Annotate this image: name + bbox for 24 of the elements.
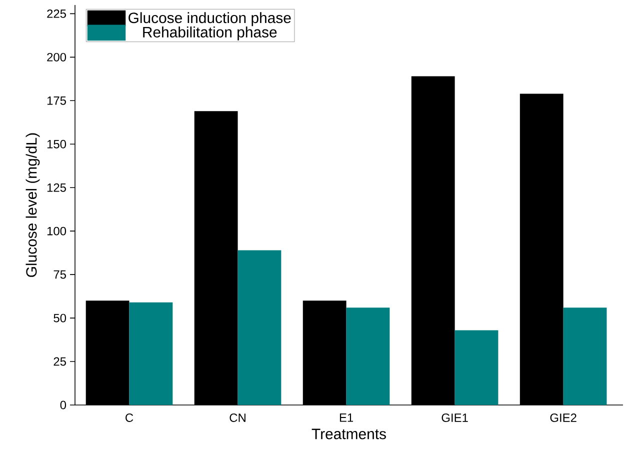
x-axis-title: Treatments xyxy=(312,428,386,440)
x-tick-label: CN xyxy=(230,414,246,422)
bar xyxy=(563,308,607,405)
y-tick-label: 25 xyxy=(54,357,66,366)
x-tick-label: GIE1 xyxy=(442,414,468,422)
y-tick-label: 150 xyxy=(47,140,66,148)
y-tick-label: 75 xyxy=(54,270,66,279)
y-tick-label: 125 xyxy=(47,183,66,192)
bar xyxy=(454,330,498,405)
x-tick-label: C xyxy=(126,414,134,422)
y-tick-label: 175 xyxy=(47,96,66,105)
bar xyxy=(346,308,390,405)
bar xyxy=(238,250,282,405)
bar xyxy=(129,302,173,405)
x-tick-label: E1 xyxy=(340,414,354,422)
y-tick-label: 200 xyxy=(47,52,66,62)
y-axis-title: Glucose level (mg/dL) xyxy=(26,133,40,277)
y-tick-label: 100 xyxy=(47,226,66,236)
x-tick-label: GIE2 xyxy=(550,414,576,422)
y-tick-label: 50 xyxy=(54,314,66,322)
y-tick-label: 225 xyxy=(47,9,66,18)
y-tick-label: 0 xyxy=(60,400,66,410)
legend-label: Glucose induction phase xyxy=(128,12,291,26)
legend-label: Rehabilitation phase xyxy=(143,26,277,40)
